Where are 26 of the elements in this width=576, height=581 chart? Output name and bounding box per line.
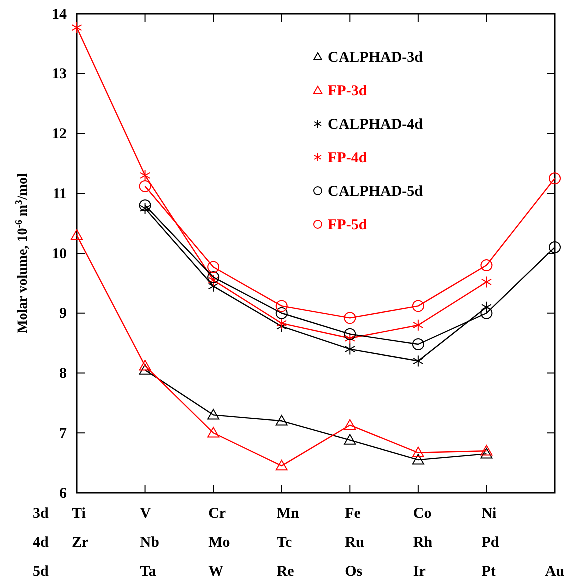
x-tick-label: Cr Mo W <box>208 506 230 580</box>
x-tick-label: V Nb Ta <box>140 506 160 580</box>
y-tick-label: 6 <box>60 486 68 502</box>
y-tick-label: 10 <box>52 246 67 262</box>
legend-label: FP-4d <box>328 150 368 166</box>
legend-label: CALPHAD-5d <box>328 184 424 200</box>
x-tick-label: Ni Pd Pt <box>482 506 500 580</box>
y-tick-label: 12 <box>52 126 67 143</box>
y-tick-label: 9 <box>60 306 67 322</box>
legend-label: FP-3d <box>328 84 368 100</box>
legend-label: CALPHAD-4d <box>328 117 424 133</box>
x-tick-label: Ti Zr <box>72 506 90 551</box>
x-tick-label: Fe Ru Os <box>345 506 364 580</box>
x-tick-label: Mn Tc Re <box>276 506 300 580</box>
x-tick-label: Au <box>545 564 565 580</box>
x-tick-label: Co Rh Ir <box>413 506 434 580</box>
text: 5d <box>33 564 50 580</box>
y-tick-label: 8 <box>60 366 67 382</box>
legend-label: CALPHAD-3d <box>328 50 424 66</box>
y-tick-label: 14 <box>52 6 68 23</box>
text: 3d <box>33 506 50 522</box>
legend-label: FP-5d <box>328 218 368 234</box>
y-tick-label: 11 <box>52 186 67 202</box>
y-tick-label: 13 <box>52 66 67 83</box>
text: 4d <box>33 535 50 551</box>
y-tick-label: 7 <box>60 426 68 442</box>
